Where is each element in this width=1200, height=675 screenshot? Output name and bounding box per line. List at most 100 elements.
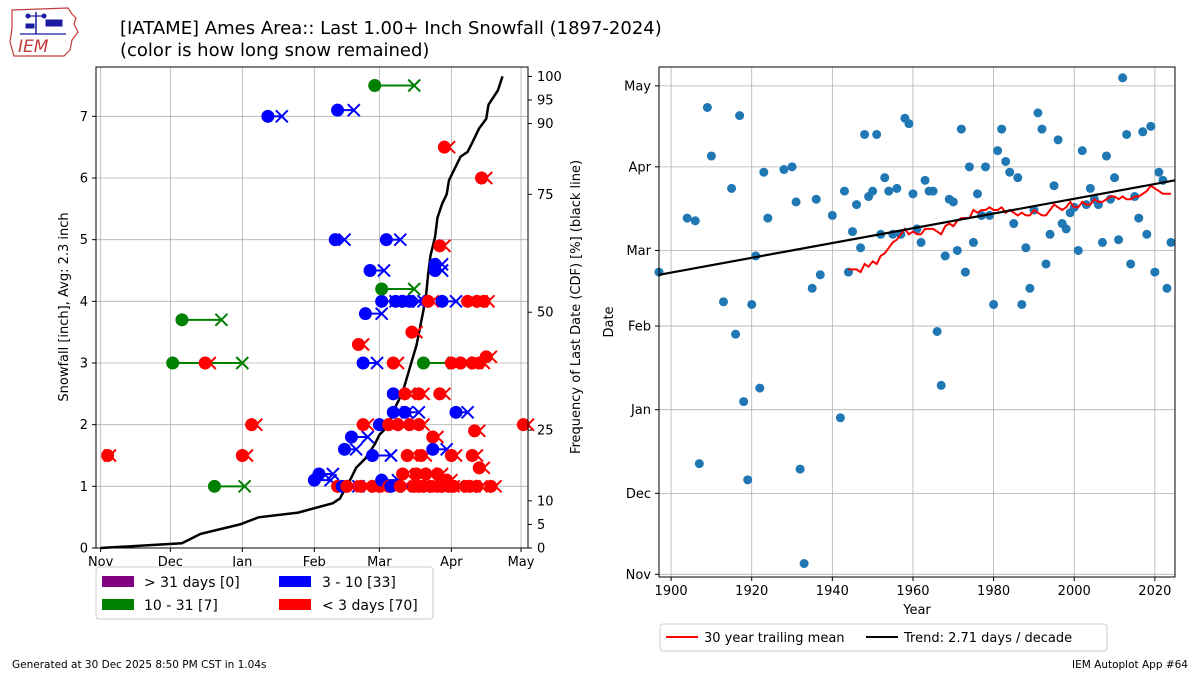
last-date-point [1142,229,1152,239]
last-date-point [835,413,845,423]
last-date-point [811,194,821,204]
snow-event-red [472,461,491,475]
last-date-point [1162,283,1172,293]
last-date-point [904,119,914,129]
snow-event-red [340,479,359,494]
last-date-point [1049,181,1059,191]
snow-event-start-marker [479,350,493,364]
left-y-tick-label: 2 [80,418,88,433]
left-right-y-tick-label: 75 [537,188,554,203]
snow-event-end-marker [460,405,475,420]
left-x-tick-label: May [508,555,535,570]
right-y-tick-label: Nov [626,568,652,583]
last-date-point [719,297,728,307]
snow-event-end-marker [370,356,384,370]
last-date-point [1001,156,1011,166]
snow-event-start-marker [354,479,368,493]
snow-event-blue [363,263,391,278]
last-date-point [1126,259,1136,269]
last-date-point [972,189,982,199]
last-date-point [848,227,857,237]
snow-event-end-marker [374,306,389,321]
snow-event-end-marker [240,448,254,463]
chart-title: [IATAME] Ames Area:: Last 1.00+ Inch Sno… [120,18,662,62]
snow-event-end-marker [214,313,229,327]
snow-event-start-marker [405,325,419,339]
footer-generated-text: Generated at 30 Dec 2025 8:50 PM CST in … [12,659,267,671]
left-y-tick-label: 5 [80,233,88,248]
snow-event-end-marker [377,263,391,278]
last-date-point [852,200,862,210]
snow-event-start-marker [516,418,530,432]
right-plot-frame [658,66,1176,578]
last-date-point [856,243,866,253]
snow-event-green [175,313,229,327]
last-date-points-layer [654,73,1176,569]
last-date-point [884,186,894,196]
snow-event-red [421,294,440,309]
snow-event-start-marker [328,233,342,247]
left-x-tick-label: Jan [231,555,252,570]
right-y-axis-label: Date [602,306,617,337]
snow-event-end-marker [472,424,486,438]
last-date-point [706,151,716,161]
snow-event-start-marker [391,418,405,432]
snow-event-start-marker [261,109,275,123]
left-x-tick-label: Dec [158,555,183,570]
legend-swatch-green [102,599,134,610]
left-right-y-tick-label: 25 [537,424,554,439]
left-legend: > 31 days [0] 10 - 31 [7] 3 - 10 [33] < … [95,566,434,620]
snow-event-end-marker [477,461,491,475]
left-right-y-tick-label: 5 [537,518,545,533]
snow-event-end-marker [203,356,217,370]
legend-label-trailing-mean: 30 year trailing mean [704,631,845,646]
snow-event-start-marker [421,294,435,308]
last-date-point [1085,183,1095,193]
last-date-point [735,111,745,121]
snow-event-start-marker [410,467,424,481]
legend-swatch-blue [279,576,311,587]
snow-event-end-marker [400,467,414,481]
iem-logo: IEM [9,7,79,57]
last-date-point [1033,108,1043,118]
snow-event-green [207,479,252,494]
last-date-point [952,245,962,255]
snow-event-start-marker [386,387,400,401]
weather-station-icon [20,12,66,35]
chart-title-line-1: [IATAME] Ames Area:: Last 1.00+ Inch Sno… [120,18,662,39]
snow-event-start-marker [207,479,221,493]
snow-event-end-marker [405,448,419,463]
snow-event-start-marker [437,140,451,154]
snow-event-end-marker [347,103,361,117]
right-y-tick-label: Feb [628,320,651,335]
snow-event-blue [344,430,375,444]
snow-event-end-marker [437,239,452,253]
last-date-point [1122,129,1132,139]
last-date-point [1025,283,1035,293]
left-right-y-tick-label: 50 [537,306,554,321]
last-date-point [694,459,704,469]
snow-event-start-marker [444,449,458,462]
snow-event-red [426,430,445,444]
last-date-point [936,380,946,390]
snow-event-red [386,356,405,370]
snow-event-start-marker [461,294,475,308]
snow-event-end-marker [344,479,359,494]
snow-event-start-marker [449,405,463,419]
snow-event-start-marker [166,356,180,370]
footer-app-text: IEM Autoplot App #64 [1072,659,1188,671]
snow-event-start-marker [403,294,417,308]
snow-event-start-marker [245,418,259,432]
last-date-point [1077,146,1087,156]
snow-event-end-marker [449,448,463,463]
right-y-tick-label: Mar [626,244,651,259]
last-date-point [920,175,930,185]
snow-event-start-marker [416,356,430,370]
last-date-point [997,124,1007,134]
left-right-y-tick-label: 100 [537,70,562,85]
last-date-point [1053,135,1063,145]
snow-event-start-marker [472,461,486,475]
last-date-point [1061,224,1071,234]
snow-event-end-marker [237,479,252,494]
right-y-tick-label: Apr [629,160,652,175]
